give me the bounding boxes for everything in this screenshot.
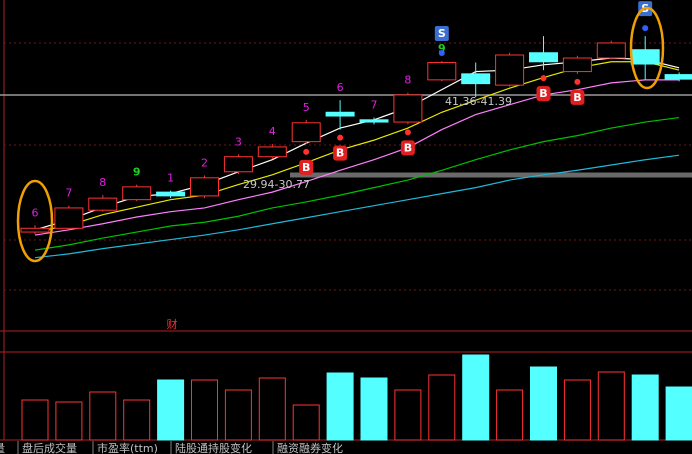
signal-label: B	[302, 161, 310, 174]
volume-bar	[496, 389, 524, 441]
candle-body	[495, 54, 525, 86]
volume-bar	[563, 379, 591, 441]
signal-dot	[642, 25, 649, 32]
count-label: 3	[235, 135, 242, 148]
signal-dot	[574, 78, 581, 85]
volume-bar	[224, 389, 252, 441]
moving-average	[34, 57, 680, 231]
count-label: 8	[404, 74, 411, 87]
range-label: 41.36-41.39	[445, 95, 512, 108]
signal-dot	[337, 134, 344, 141]
candle-body	[562, 57, 592, 73]
signal-label: B	[573, 91, 581, 104]
candle-body	[122, 186, 152, 201]
volume-bar	[292, 404, 320, 441]
signal-box	[434, 26, 449, 42]
candle-body	[461, 73, 491, 85]
candle-body	[257, 146, 287, 158]
signal-dot	[540, 75, 547, 82]
volume-bar	[462, 354, 490, 441]
volume-bar	[428, 374, 456, 441]
tab: 融资融券变化	[277, 441, 343, 454]
signal-dot	[404, 129, 411, 136]
volume-bar	[394, 389, 422, 441]
count-label: 5	[303, 101, 310, 114]
candle-body	[291, 122, 321, 143]
signal-box	[536, 86, 551, 102]
signal-label: S	[438, 27, 446, 40]
candle-body	[190, 177, 219, 197]
volume-bar	[55, 401, 83, 441]
highlight-circle	[629, 6, 665, 90]
count-label: 4	[269, 125, 276, 138]
tab: 市盈率(ttm)	[97, 441, 158, 454]
volume-bar	[21, 399, 49, 441]
candle-body	[393, 94, 423, 123]
candle-body	[20, 227, 50, 233]
candle-body	[359, 119, 389, 123]
count-label: 6	[337, 81, 344, 94]
signal-box	[333, 145, 348, 161]
candle-body	[596, 42, 626, 59]
signal-box	[299, 159, 314, 175]
highlight-circle	[16, 179, 54, 263]
candle-body	[54, 207, 84, 229]
count-label: 8	[99, 176, 106, 189]
count-label: 9	[438, 42, 446, 55]
volume-bar	[191, 379, 218, 441]
candle-body	[630, 49, 660, 65]
candle-body	[325, 111, 355, 117]
candle-body	[427, 62, 457, 81]
tab-bar: 量 盘后成交量 市盈率(ttm) 陆股通持股变化 融资融券变化	[0, 441, 343, 454]
volume-bar	[530, 366, 557, 441]
candle-body	[156, 191, 186, 197]
signal-box	[400, 140, 415, 156]
volume-bar	[360, 377, 388, 441]
volume-bar	[123, 399, 151, 441]
count-label: 7	[371, 99, 378, 112]
volume-bar	[89, 391, 117, 441]
signal-label: B	[336, 147, 344, 160]
tab: 量	[0, 442, 5, 454]
signal-dot	[438, 50, 445, 57]
signal-label: B	[539, 87, 547, 100]
count-label: 2	[201, 157, 208, 170]
signal-label: B	[404, 141, 412, 154]
signal-box	[570, 89, 585, 105]
volume-bar	[631, 374, 659, 441]
volume-bar	[597, 371, 625, 441]
count-label: 9	[133, 166, 141, 179]
tab: 陆股通持股变化	[175, 441, 252, 454]
moving-average	[34, 116, 680, 251]
candle-body	[223, 156, 253, 173]
candle-body	[664, 74, 692, 80]
moving-average	[34, 154, 680, 259]
count-label: 1	[167, 172, 174, 185]
volume-bar	[157, 379, 185, 441]
moving-average	[34, 61, 680, 233]
count-label: 7	[65, 187, 72, 200]
annotation: 财	[167, 317, 178, 331]
volume-bar	[326, 372, 354, 441]
volume-bar	[258, 377, 286, 441]
candle-body	[88, 197, 118, 211]
range-label: 29.94-30.77	[243, 178, 310, 191]
candle-body	[529, 52, 558, 63]
count-label: 6	[32, 206, 39, 219]
volume-bar	[665, 386, 692, 441]
tab: 盘后成交量	[22, 441, 77, 454]
signal-dot	[303, 148, 310, 155]
